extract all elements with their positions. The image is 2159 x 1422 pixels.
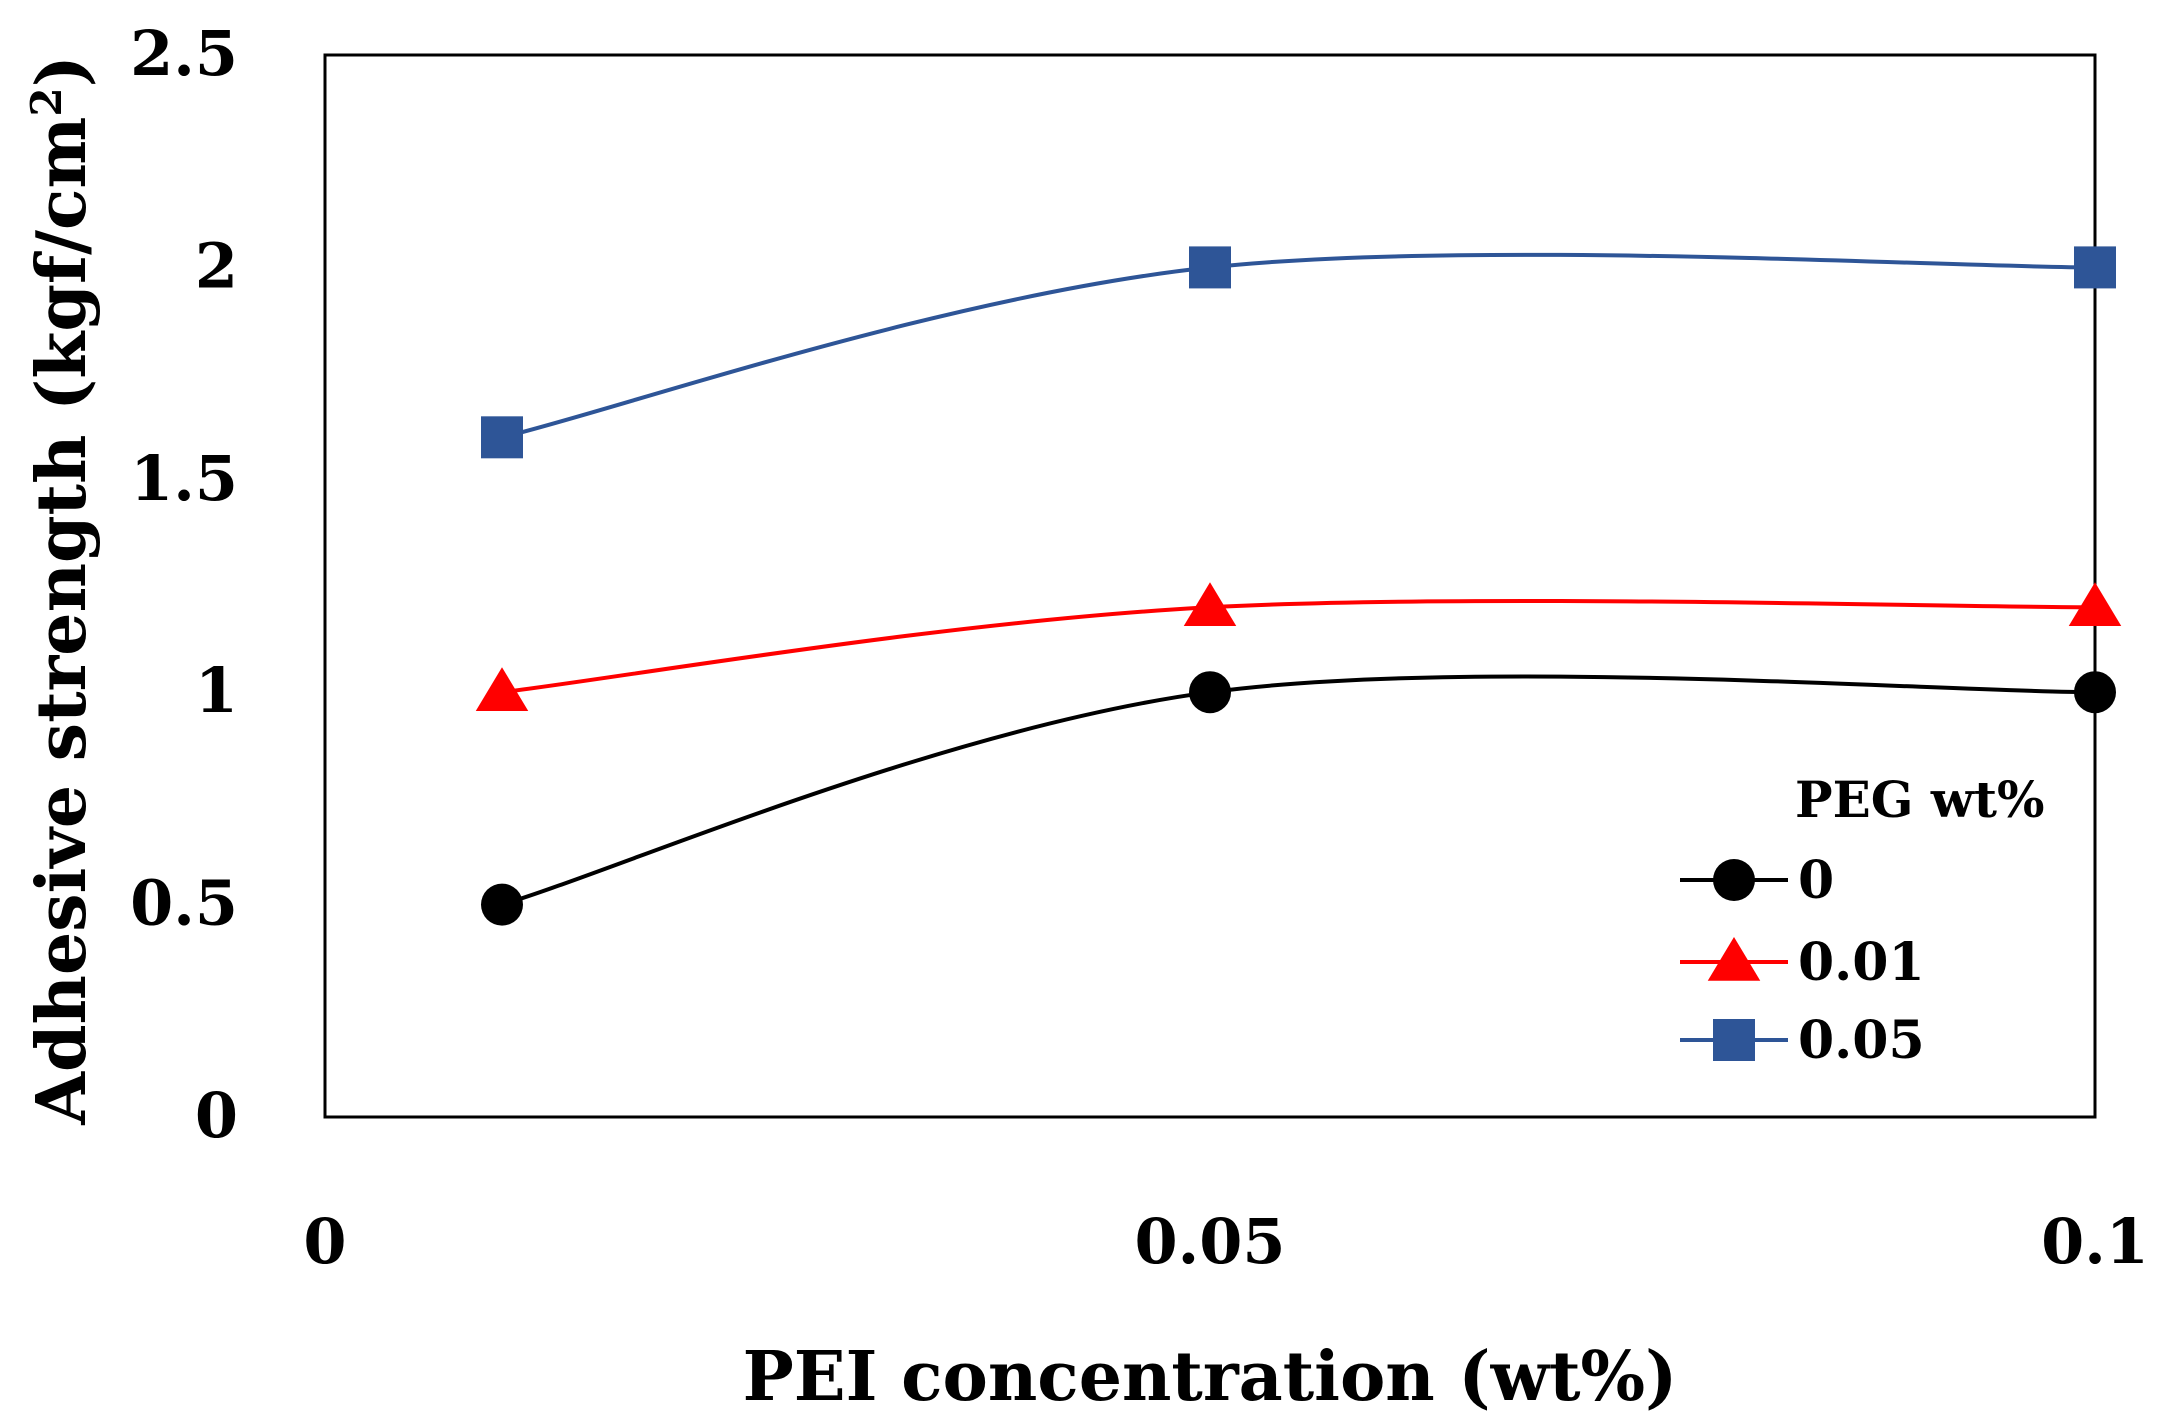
legend-label: 0.05 [1798, 1010, 1925, 1071]
legend-entry: 0 [1680, 850, 1834, 911]
y-axis-title: Adhesive strength (kgf/cm2) [22, 55, 103, 1126]
y-axis-title-main: Adhesive strength (kgf/cm [22, 117, 102, 1126]
series-peg-0 [481, 671, 2116, 926]
y-axis-title-end: ) [22, 55, 102, 87]
legend-marker-triangle [1707, 937, 1761, 981]
data-point-triangle [1183, 582, 1237, 626]
series-peg-0-05 [481, 246, 2116, 459]
y-tick-label: 2 [195, 229, 238, 302]
legend-label: 0.01 [1798, 932, 1925, 993]
y-tick-label: 1 [195, 654, 238, 727]
y-tick-label: 0 [195, 1079, 238, 1152]
series-layer [475, 246, 2122, 926]
legend-entry: 0.05 [1680, 1010, 1925, 1071]
y-tick-label: 0.5 [130, 867, 238, 940]
data-point-square [1189, 246, 1231, 289]
data-point-circle [481, 883, 523, 926]
data-point-circle [1189, 671, 1231, 714]
x-tick-label: 0.05 [1134, 1205, 1285, 1278]
legend-entry: 0.01 [1680, 932, 1925, 993]
series-peg-0-01 [475, 582, 2122, 711]
y-tick-label: 1.5 [130, 442, 238, 515]
x-axis-title: PEI concentration (wt%) [743, 1337, 1678, 1417]
x-tick-label: 0 [303, 1205, 346, 1278]
legend-marker-circle [1713, 859, 1755, 901]
data-point-circle [2074, 671, 2116, 714]
series-line [501, 252, 2096, 440]
data-point-square [2074, 246, 2116, 289]
legend: PEG wt% 0 0.01 0.05 [1680, 770, 2044, 1071]
y-axis-title-superscript: 2 [22, 87, 71, 116]
legend-marker-square [1713, 1019, 1755, 1061]
y-axis-ticks: 0 0.5 1 1.5 2 2.5 [130, 17, 238, 1152]
data-point-square [481, 416, 523, 459]
x-axis-ticks: 0 0.05 0.1 [303, 1205, 2149, 1278]
y-tick-label: 2.5 [130, 17, 238, 90]
legend-label: 0 [1798, 850, 1834, 911]
data-point-triangle [475, 667, 529, 711]
data-point-triangle [2068, 582, 2122, 626]
x-tick-label: 0.1 [2041, 1205, 2149, 1278]
series-line [501, 598, 2096, 695]
legend-title: PEG wt% [1795, 770, 2044, 829]
